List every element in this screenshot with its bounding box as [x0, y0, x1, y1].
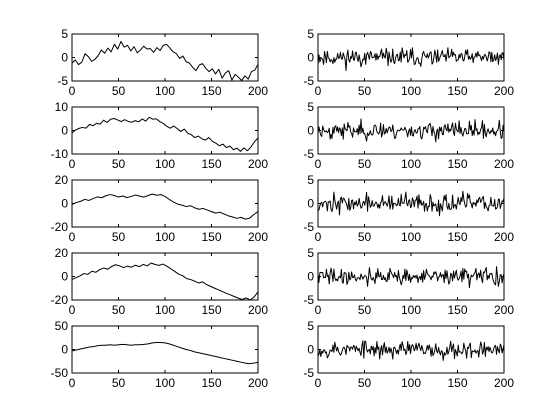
ax-r5-xtick-label: 0: [315, 376, 322, 390]
ax-l4-xtick-label: 150: [201, 303, 221, 317]
ax-l2-xtick-label: 50: [112, 157, 126, 171]
ax-r4-ytick-label: -5: [303, 293, 314, 307]
ax-r2-xtick-label: 50: [358, 157, 372, 171]
ax-r1-xtick-label: 50: [358, 84, 372, 98]
ax-l3-xtick-label: 50: [112, 230, 126, 244]
ax-r2-xtick-label: 0: [315, 157, 322, 171]
ax-l1-xtick-label: 50: [112, 84, 126, 98]
ax-l3-ytick-label: 20: [55, 173, 69, 187]
ax-r3-xtick-label: 200: [494, 230, 514, 244]
ax-r3-xtick-label: 100: [401, 230, 421, 244]
ax-r3-ytick-label: -5: [303, 220, 314, 234]
ax-r5-ytick-label: 5: [307, 319, 314, 333]
ax-l5-ytick-label: 0: [61, 343, 68, 357]
ax-l5-ytick-label: -50: [51, 366, 69, 380]
ax-r3-xtick-label: 150: [447, 230, 467, 244]
ax-l2-ytick-label: 0: [61, 124, 68, 138]
ax-l1-xtick-label: 100: [155, 84, 175, 98]
ax-l1-ytick-label: 5: [61, 27, 68, 41]
ax-r4-ytick-label: 5: [307, 246, 314, 260]
ax-r2-xtick-label: 200: [494, 157, 514, 171]
ax-l4-xtick-label: 0: [69, 303, 76, 317]
ax-r2-ytick-label: 5: [307, 100, 314, 114]
ax-r1-xtick-label: 200: [494, 84, 514, 98]
ax-r1-ytick-label: 5: [307, 27, 314, 41]
ax-l5-xtick-label: 50: [112, 376, 126, 390]
ax-l3-ytick-label: -20: [51, 220, 69, 234]
ax-l1-ytick-label: 0: [61, 51, 68, 65]
ax-r4-xtick-label: 200: [494, 303, 514, 317]
ax-l2-xtick-label: 150: [201, 157, 221, 171]
ax-r3-xtick-label: 0: [315, 230, 322, 244]
ax-l4-ytick-label: 0: [61, 270, 68, 284]
ax-l5-xtick-label: 200: [248, 376, 268, 390]
ax-r2-ytick-label: 0: [307, 124, 314, 138]
ax-l3-xtick-label: 200: [248, 230, 268, 244]
ax-r4-xtick-label: 150: [447, 303, 467, 317]
ax-l4-xtick-label: 50: [112, 303, 126, 317]
ax-r4-xtick-label: 50: [358, 303, 372, 317]
ax-r5-xtick-label: 100: [401, 376, 421, 390]
ax-r1-ytick-label: -5: [303, 74, 314, 88]
ax-l2-xtick-label: 100: [155, 157, 175, 171]
ax-l2-xtick-label: 0: [69, 157, 76, 171]
ax-l2-ytick-label: -10: [51, 147, 69, 161]
ax-r5-ytick-label: 0: [307, 343, 314, 357]
ax-r1-xtick-label: 150: [447, 84, 467, 98]
ax-r4-xtick-label: 100: [401, 303, 421, 317]
ax-l4-ytick-label: -20: [51, 293, 69, 307]
ax-l1-xtick-label: 150: [201, 84, 221, 98]
ax-l1-ytick-label: -5: [57, 74, 68, 88]
ax-l4-xtick-label: 100: [155, 303, 175, 317]
ax-r3-ytick-label: 5: [307, 173, 314, 187]
ax-r3-ytick-label: 0: [307, 197, 314, 211]
ax-l3-xtick-label: 150: [201, 230, 221, 244]
ax-l4-xtick-label: 200: [248, 303, 268, 317]
ax-r1-xtick-label: 0: [315, 84, 322, 98]
ax-l1-xtick-label: 0: [69, 84, 76, 98]
ax-l5-ytick-label: 50: [55, 319, 69, 333]
ax-l5-xtick-label: 0: [69, 376, 76, 390]
ax-r5-xtick-label: 200: [494, 376, 514, 390]
ax-r1-ytick-label: 0: [307, 51, 314, 65]
ax-r2-xtick-label: 150: [447, 157, 467, 171]
ax-r5-ytick-label: -5: [303, 366, 314, 380]
ax-r2-xtick-label: 100: [401, 157, 421, 171]
ax-l2-xtick-label: 200: [248, 157, 268, 171]
ax-l5-xtick-label: 150: [201, 376, 221, 390]
ax-r4-xtick-label: 0: [315, 303, 322, 317]
ax-r5-xtick-label: 150: [447, 376, 467, 390]
ax-l2-ytick-label: 10: [55, 100, 69, 114]
ax-l1-xtick-label: 200: [248, 84, 268, 98]
ax-l3-ytick-label: 0: [61, 197, 68, 211]
ax-r5-xtick-label: 50: [358, 376, 372, 390]
ax-l3-xtick-label: 0: [69, 230, 76, 244]
ax-r3-xtick-label: 50: [358, 230, 372, 244]
ax-r2-ytick-label: -5: [303, 147, 314, 161]
ax-r1-xtick-label: 100: [401, 84, 421, 98]
ax-l4-ytick-label: 20: [55, 246, 69, 260]
ax-r4-ytick-label: 0: [307, 270, 314, 284]
ax-l5-xtick-label: 100: [155, 376, 175, 390]
ax-l3-xtick-label: 100: [155, 230, 175, 244]
